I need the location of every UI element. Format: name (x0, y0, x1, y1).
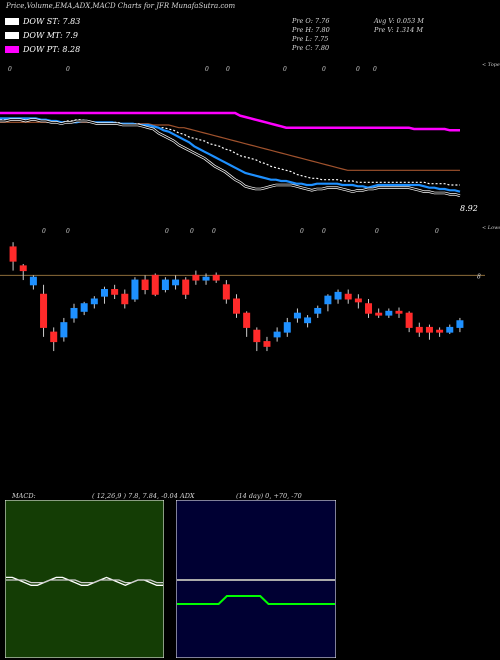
ema-line (0, 117, 461, 193)
candle-body (131, 279, 139, 300)
candle-body (385, 310, 393, 316)
macd-params: ( 12,26,9 ) 7.8, 7.84, -0.04 (92, 492, 178, 500)
legend-label: DOW PT: 8.28 (23, 44, 81, 54)
legend-swatch (5, 45, 19, 53)
stat-pre-high: Pre H: 7.80 (292, 26, 330, 34)
candle-body (172, 279, 180, 286)
stat-pre-close: Pre C: 7.80 (292, 44, 330, 52)
adx-panel (176, 500, 336, 658)
candle-body (233, 298, 240, 314)
candle-body (60, 322, 68, 338)
candle-body (161, 279, 169, 291)
price-line (0, 119, 461, 197)
candle-body (436, 329, 444, 333)
date-marker: 0 (205, 66, 209, 73)
candle-top-label: < Lower (482, 225, 500, 231)
ema-line (0, 111, 460, 132)
candle-body (121, 293, 129, 305)
macd-line (6, 579, 163, 584)
candle-body (273, 331, 281, 338)
macd-label: MACD: (12, 492, 36, 500)
candle-body (202, 276, 210, 281)
candle-body (263, 341, 271, 347)
candle-body (375, 312, 383, 316)
date-marker: 0 (66, 228, 70, 235)
di-line (177, 595, 335, 605)
candle-body (456, 320, 464, 328)
candle-body (314, 307, 322, 314)
ema-line (0, 117, 460, 186)
candle-body (19, 265, 27, 272)
date-marker: 0 (212, 228, 216, 235)
date-marker: 0 (300, 228, 304, 235)
candle-body (80, 303, 88, 312)
candle-body (70, 307, 78, 319)
date-marker: 0 (373, 66, 377, 73)
date-marker: 0 (42, 228, 46, 235)
candle-body (182, 279, 190, 295)
candle-body (111, 289, 119, 295)
candle-body (395, 310, 403, 314)
candle-body (324, 295, 332, 305)
chart-title: Price,Volume,EMA,ADX,MACD Charts for JFR… (6, 2, 236, 10)
adx-params: (14 day) 0, +70, -70 (236, 492, 302, 500)
candle-body (29, 276, 37, 286)
candle-body (425, 326, 433, 333)
stat-pre-low: Pre L: 7.75 (292, 35, 329, 43)
date-marker: 0 (8, 66, 12, 73)
candle-body (365, 303, 373, 314)
ema-top-label: < Tope (482, 62, 500, 68)
candle-body (243, 312, 251, 328)
legend-label: DOW MT: 7.9 (23, 30, 78, 40)
legend-label: DOW ST: 7.83 (23, 16, 81, 26)
candle-body (446, 326, 454, 333)
candle-body (354, 298, 362, 303)
candle-body (151, 274, 159, 295)
candle-body (283, 322, 291, 333)
candle-body (90, 298, 98, 305)
date-marker: 0 (283, 66, 287, 73)
reference-label: 8 (477, 273, 481, 280)
macd-background (5, 500, 164, 658)
last-price-label: 8.92 (460, 204, 478, 213)
candle-body (141, 279, 149, 291)
stat-pre-volume: Pre V: 1.314 M (374, 26, 424, 34)
candle-body (344, 293, 352, 300)
legend-dow-mt: DOW MT: 7.9 (5, 30, 78, 40)
macd-panel (5, 500, 164, 658)
adx-label: ADX (180, 492, 195, 500)
candle-body (212, 274, 220, 281)
date-marker: 0 (190, 228, 194, 235)
date-marker: 0 (322, 228, 326, 235)
date-marker: 0 (356, 66, 360, 73)
candle-body (40, 293, 48, 328)
date-marker: 0 (226, 66, 230, 73)
candle-body (192, 274, 200, 281)
candle-body (100, 289, 108, 297)
date-marker: 0 (435, 228, 439, 235)
date-marker: 0 (66, 66, 70, 73)
legend-swatch (5, 31, 19, 39)
date-marker: 0 (375, 228, 379, 235)
candle-body (405, 312, 413, 328)
candle-body (50, 331, 58, 343)
date-marker: 0 (322, 66, 326, 73)
stat-avg-volume: Avg V: 0.053 M (374, 17, 424, 25)
legend-swatch (5, 17, 19, 25)
candle-body (334, 291, 342, 300)
date-marker: 0 (165, 228, 169, 235)
legend-dow-pt: DOW PT: 8.28 (5, 44, 80, 54)
stat-pre-open: Pre O: 7.76 (292, 17, 330, 25)
candle-body (253, 329, 261, 343)
main-price-chart: 0 0 0 0 0 0 0 0 < Tope 8.92 0 0 0 0 0 0 0 0 0 < Lower 8 (0, 62, 500, 352)
ema-line (0, 121, 460, 171)
candle-body (9, 246, 17, 262)
candle-body (222, 284, 230, 300)
legend-dow-st: DOW ST: 7.83 (5, 16, 80, 26)
candle-body (304, 317, 312, 324)
candle-body (415, 326, 423, 333)
candle-body (293, 312, 301, 319)
